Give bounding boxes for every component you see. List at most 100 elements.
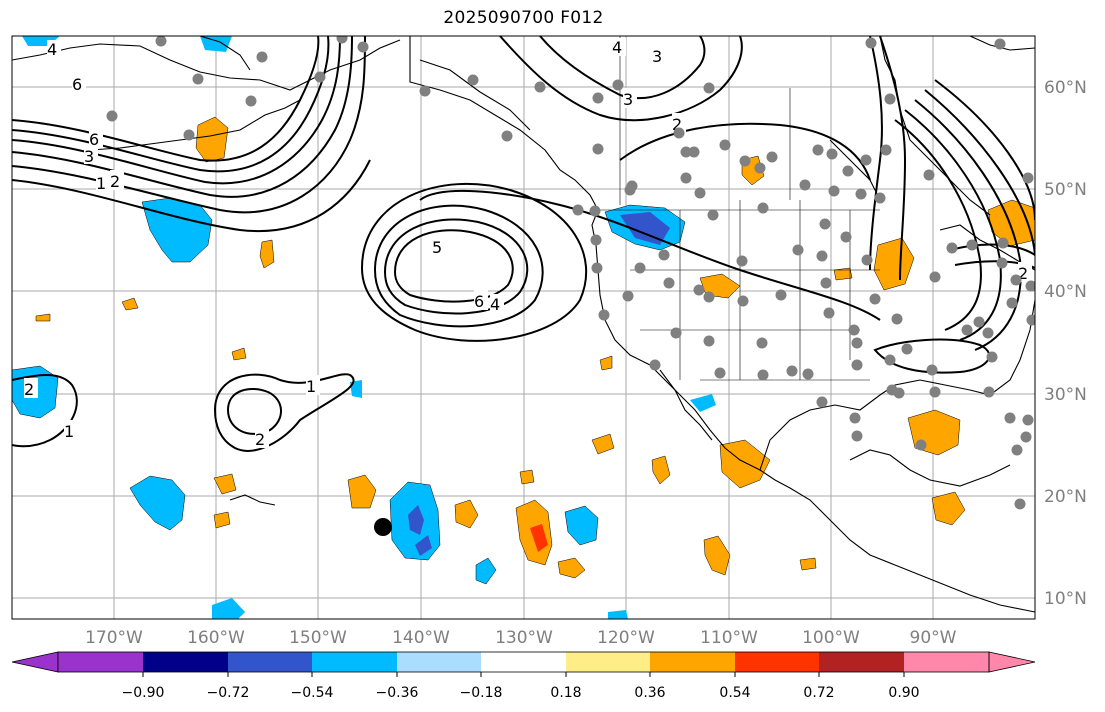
colorbar-segment — [228, 652, 312, 672]
pos-anomaly-region — [35, 313, 51, 322]
station-dot — [1022, 414, 1034, 426]
station-dot — [851, 430, 863, 442]
station-dot — [1026, 314, 1035, 326]
contour-label: 4 — [612, 38, 622, 57]
colorbar-label: −0.18 — [460, 685, 503, 701]
station-dot — [694, 187, 706, 199]
station-dot — [592, 92, 604, 104]
colorbar-segment — [397, 652, 481, 672]
contour-label: 1 — [96, 174, 106, 193]
station-dot — [245, 95, 257, 107]
colorbar-extend-min — [11, 651, 59, 673]
station-dot — [183, 129, 195, 141]
contour-label-group: 6 4 6 3 1 2 3 4 3 2 5 6 4 2 — [24, 38, 1032, 449]
station-dot — [973, 316, 985, 328]
colorbar-segment — [312, 652, 397, 672]
lon-label: 140°W — [392, 628, 450, 648]
pos-anomaly-region — [519, 469, 535, 485]
lon-label: 150°W — [289, 628, 347, 648]
colorbar-extend-max — [988, 651, 1036, 673]
station-dot — [534, 81, 546, 93]
latitude-labels: 60°N 50°N 40°N 30°N 20°N 10°N — [1044, 78, 1087, 609]
station-dot — [106, 110, 118, 122]
station-dot — [612, 79, 624, 91]
station-dot — [891, 313, 903, 325]
colorbar-label: 0.36 — [634, 685, 665, 701]
pos-anomaly-region — [213, 511, 231, 529]
contour-label: 4 — [490, 295, 500, 314]
station-dot — [673, 127, 685, 139]
station-dot — [775, 289, 787, 301]
station-dot — [592, 143, 604, 155]
neg-anomaly-region — [408, 505, 424, 535]
station-dot — [929, 386, 941, 398]
station-dot — [966, 239, 978, 251]
station-dot — [1014, 498, 1026, 510]
station-dot — [819, 218, 831, 230]
lon-label: 90°W — [910, 628, 957, 648]
pos-anomaly-region — [719, 439, 771, 489]
station-dot — [1010, 274, 1022, 286]
station-dot — [591, 262, 603, 274]
station-dot — [855, 188, 867, 200]
lat-label: 40°N — [1044, 282, 1087, 302]
lon-label: 100°W — [802, 628, 860, 648]
station-dot — [860, 154, 872, 166]
station-dot — [1006, 297, 1018, 309]
station-dot — [663, 277, 675, 289]
station-dot — [840, 231, 852, 243]
contour-label: 6 — [89, 130, 99, 149]
station-dot — [983, 386, 995, 398]
lon-label: 120°W — [597, 628, 655, 648]
station-dot — [799, 179, 811, 191]
station-dot — [786, 365, 798, 377]
neg-anomaly-region — [200, 36, 232, 52]
contour-label: 6 — [72, 75, 82, 94]
station-dot — [649, 359, 661, 371]
longitude-labels: 170°W 160°W 150°W 140°W 130°W 120°W 110°… — [85, 628, 957, 648]
pos-anomaly-region — [454, 499, 479, 529]
station-dot — [680, 172, 692, 184]
lat-label: 50°N — [1044, 180, 1087, 200]
station-dot — [256, 51, 268, 63]
station-dot — [155, 36, 167, 47]
colorbar-label: −0.54 — [291, 685, 334, 701]
station-dot — [802, 368, 814, 380]
station-dot — [1004, 412, 1016, 424]
highlight-marker — [374, 518, 392, 536]
station-dot — [915, 439, 927, 451]
station-dot — [357, 41, 369, 53]
station-dot — [590, 234, 602, 246]
colorbar-segment — [819, 652, 904, 672]
station-dot — [986, 351, 998, 363]
pos-anomaly-region — [231, 347, 247, 361]
station-dot — [828, 185, 840, 197]
station-dot — [851, 359, 863, 371]
station-dot — [923, 169, 935, 181]
colorbar-segment — [566, 652, 650, 672]
station-dot — [893, 387, 905, 399]
pos-anomaly-region — [213, 473, 237, 495]
neg-anomaly-region — [415, 535, 432, 556]
colorbar-segment — [650, 652, 735, 672]
station-dot — [926, 364, 938, 376]
station-dot — [1025, 280, 1035, 292]
colorbar-label: 0.90 — [888, 685, 919, 701]
colorbar-label: −0.36 — [376, 685, 419, 701]
station-dot — [314, 71, 326, 83]
colorbar-label: 0.72 — [803, 685, 834, 701]
lon-label: 170°W — [85, 628, 143, 648]
station-dot — [757, 369, 769, 381]
station-dot — [884, 354, 896, 366]
station-dot — [929, 271, 941, 283]
colorbar-segment — [735, 652, 819, 672]
station-dot — [736, 255, 748, 267]
pos-anomaly-region — [530, 524, 548, 552]
colorbar-frame — [57, 651, 990, 673]
station-dot — [997, 237, 1009, 249]
station-dot — [658, 249, 670, 261]
station-dot — [634, 262, 646, 274]
pos-anomaly-region — [347, 474, 377, 509]
pos-anomaly-region — [121, 297, 139, 311]
